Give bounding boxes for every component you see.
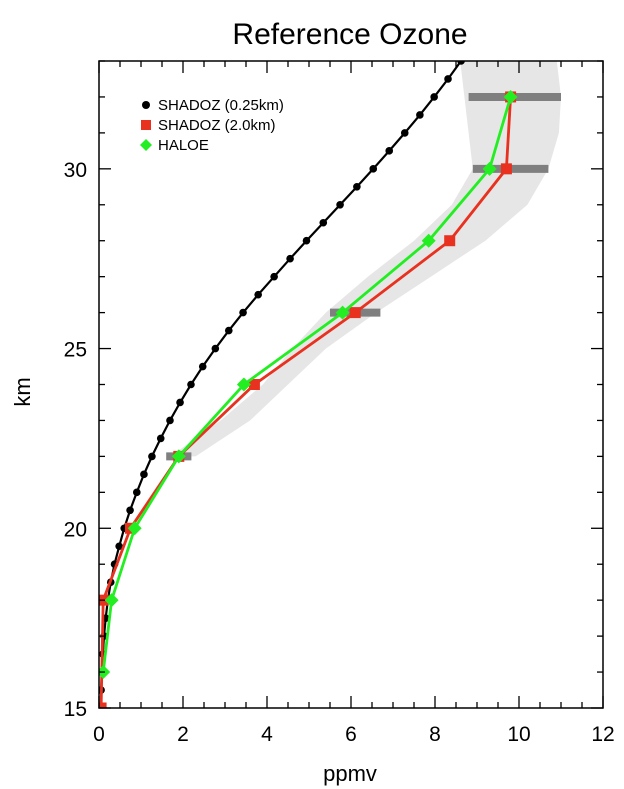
data-point [270,272,278,281]
data-point [480,21,488,29]
data-point [335,305,350,320]
legend-marker [141,120,151,130]
data-point [254,290,262,299]
y-axis-label: km [10,377,35,406]
legend-label: SHADOZ (0.25km) [158,97,284,114]
data-point [336,200,344,209]
data-point [349,307,361,319]
series-2 [99,89,518,680]
data-point [469,39,477,47]
data-point [198,362,207,371]
data-point [239,308,247,317]
x-tick-label: 6 [345,723,357,746]
data-point [133,488,141,497]
data-point [444,235,456,247]
legend-label: HALOE [158,137,209,154]
legend-item: SHADOZ (2.0km) [141,117,276,134]
data-series [99,3,518,708]
data-point [302,236,311,245]
data-point [176,398,184,407]
data-point [369,165,378,173]
data-point [503,89,518,104]
chart-title: Reference Ozone [232,18,467,51]
legend-label: SHADOZ (2.0km) [158,117,276,134]
data-point [248,379,260,390]
data-point [104,593,119,608]
data-point [148,452,156,461]
data-point [127,521,142,536]
y-tick-label: 15 [64,698,87,721]
legend-marker [142,101,150,109]
data-point [286,254,294,263]
data-point [166,416,174,425]
data-point [482,161,497,176]
data-point [430,93,438,101]
x-axis-label: ppmv [323,761,377,786]
data-point [115,542,123,551]
data-point [421,233,436,248]
data-point [400,129,409,137]
data-point [500,163,512,175]
data-point [211,344,220,353]
legend-item: HALOE [140,137,209,154]
data-point [489,3,497,11]
data-point [126,506,134,515]
data-point [457,61,465,65]
series-line [101,96,512,673]
data-point [187,380,195,389]
data-point [385,147,394,155]
data-point [319,218,328,227]
x-tick-label: 4 [261,723,273,746]
x-tick-label: 12 [591,723,614,746]
data-point [171,449,186,464]
series-1 [99,91,517,708]
x-tick-label: 8 [429,723,441,746]
x-tick-label: 10 [507,723,530,746]
legend: SHADOZ (0.25km) SHADOZ (2.0km) HALOE [140,97,284,154]
y-tick-label: 20 [64,518,87,541]
data-point [353,183,361,191]
data-point [236,377,251,392]
data-point [156,434,165,443]
legend-item: SHADOZ (0.25km) [142,97,284,114]
data-point [416,111,424,119]
x-tick-label: 0 [93,723,105,746]
y-tick-label: 25 [64,339,87,362]
data-point [444,75,452,83]
axis-ticks: 0 2 4 6 8 10 12 15 20 25 30 [64,60,615,746]
data-point [224,326,233,335]
series-line [99,96,512,708]
data-point [99,702,107,708]
y-tick-label: 30 [64,159,87,182]
x-tick-label: 2 [177,723,189,746]
legend-marker [140,139,152,151]
data-point [140,470,148,479]
